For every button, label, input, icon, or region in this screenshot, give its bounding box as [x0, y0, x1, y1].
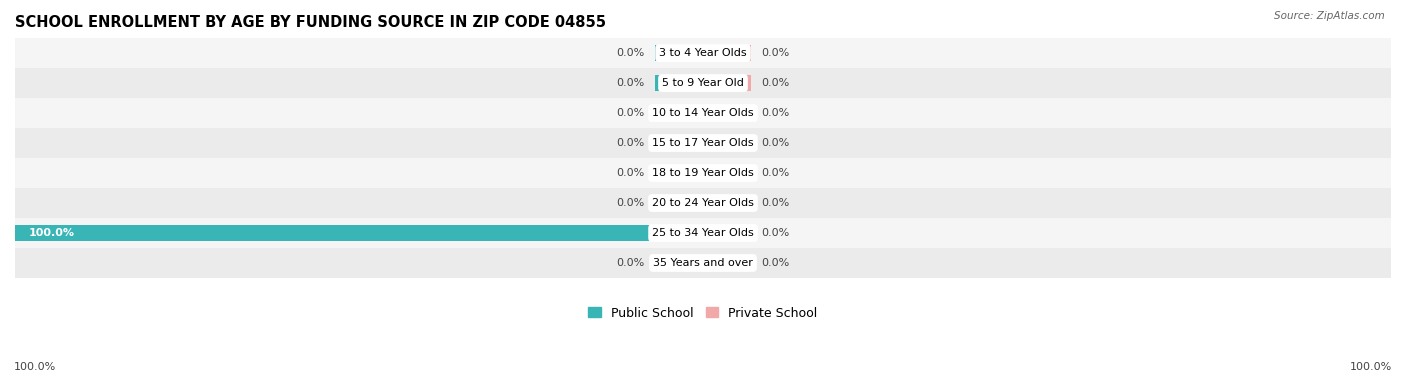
Text: 100.0%: 100.0% — [28, 228, 75, 238]
Text: 100.0%: 100.0% — [1350, 362, 1392, 372]
Bar — [15, 188, 1391, 218]
Bar — [703, 195, 751, 211]
Text: 0.0%: 0.0% — [616, 108, 644, 118]
Text: 0.0%: 0.0% — [762, 138, 790, 148]
Bar — [15, 98, 1391, 128]
Text: 5 to 9 Year Old: 5 to 9 Year Old — [662, 78, 744, 88]
Bar — [703, 135, 751, 151]
Text: 3 to 4 Year Olds: 3 to 4 Year Olds — [659, 48, 747, 58]
Text: 0.0%: 0.0% — [616, 168, 644, 178]
Bar — [655, 135, 703, 151]
Text: 0.0%: 0.0% — [762, 168, 790, 178]
Text: 100.0%: 100.0% — [14, 362, 56, 372]
Text: Source: ZipAtlas.com: Source: ZipAtlas.com — [1274, 11, 1385, 21]
Text: 35 Years and over: 35 Years and over — [652, 258, 754, 268]
Text: 0.0%: 0.0% — [762, 78, 790, 88]
Text: SCHOOL ENROLLMENT BY AGE BY FUNDING SOURCE IN ZIP CODE 04855: SCHOOL ENROLLMENT BY AGE BY FUNDING SOUR… — [15, 15, 606, 30]
Text: 0.0%: 0.0% — [616, 198, 644, 208]
Text: 0.0%: 0.0% — [762, 108, 790, 118]
Bar — [703, 225, 751, 241]
Bar — [15, 158, 1391, 188]
Bar — [15, 248, 1391, 278]
Text: 15 to 17 Year Olds: 15 to 17 Year Olds — [652, 138, 754, 148]
Bar — [15, 218, 1391, 248]
Text: 0.0%: 0.0% — [762, 198, 790, 208]
Bar — [655, 105, 703, 121]
Text: 0.0%: 0.0% — [762, 228, 790, 238]
Bar — [655, 75, 703, 91]
Text: 10 to 14 Year Olds: 10 to 14 Year Olds — [652, 108, 754, 118]
Text: 25 to 34 Year Olds: 25 to 34 Year Olds — [652, 228, 754, 238]
Text: 18 to 19 Year Olds: 18 to 19 Year Olds — [652, 168, 754, 178]
Text: 0.0%: 0.0% — [616, 258, 644, 268]
Text: 20 to 24 Year Olds: 20 to 24 Year Olds — [652, 198, 754, 208]
Bar — [15, 128, 1391, 158]
Bar — [703, 105, 751, 121]
Bar — [703, 45, 751, 61]
Bar — [655, 165, 703, 181]
Bar — [703, 255, 751, 271]
Text: 0.0%: 0.0% — [616, 48, 644, 58]
Bar — [15, 38, 1391, 68]
Bar — [15, 225, 703, 241]
Bar — [703, 75, 751, 91]
Bar — [655, 195, 703, 211]
Text: 0.0%: 0.0% — [762, 258, 790, 268]
Bar — [655, 255, 703, 271]
Legend: Public School, Private School: Public School, Private School — [583, 302, 823, 325]
Bar — [15, 68, 1391, 98]
Text: 0.0%: 0.0% — [762, 48, 790, 58]
Text: 0.0%: 0.0% — [616, 78, 644, 88]
Bar — [703, 165, 751, 181]
Text: 0.0%: 0.0% — [616, 138, 644, 148]
Bar — [655, 45, 703, 61]
